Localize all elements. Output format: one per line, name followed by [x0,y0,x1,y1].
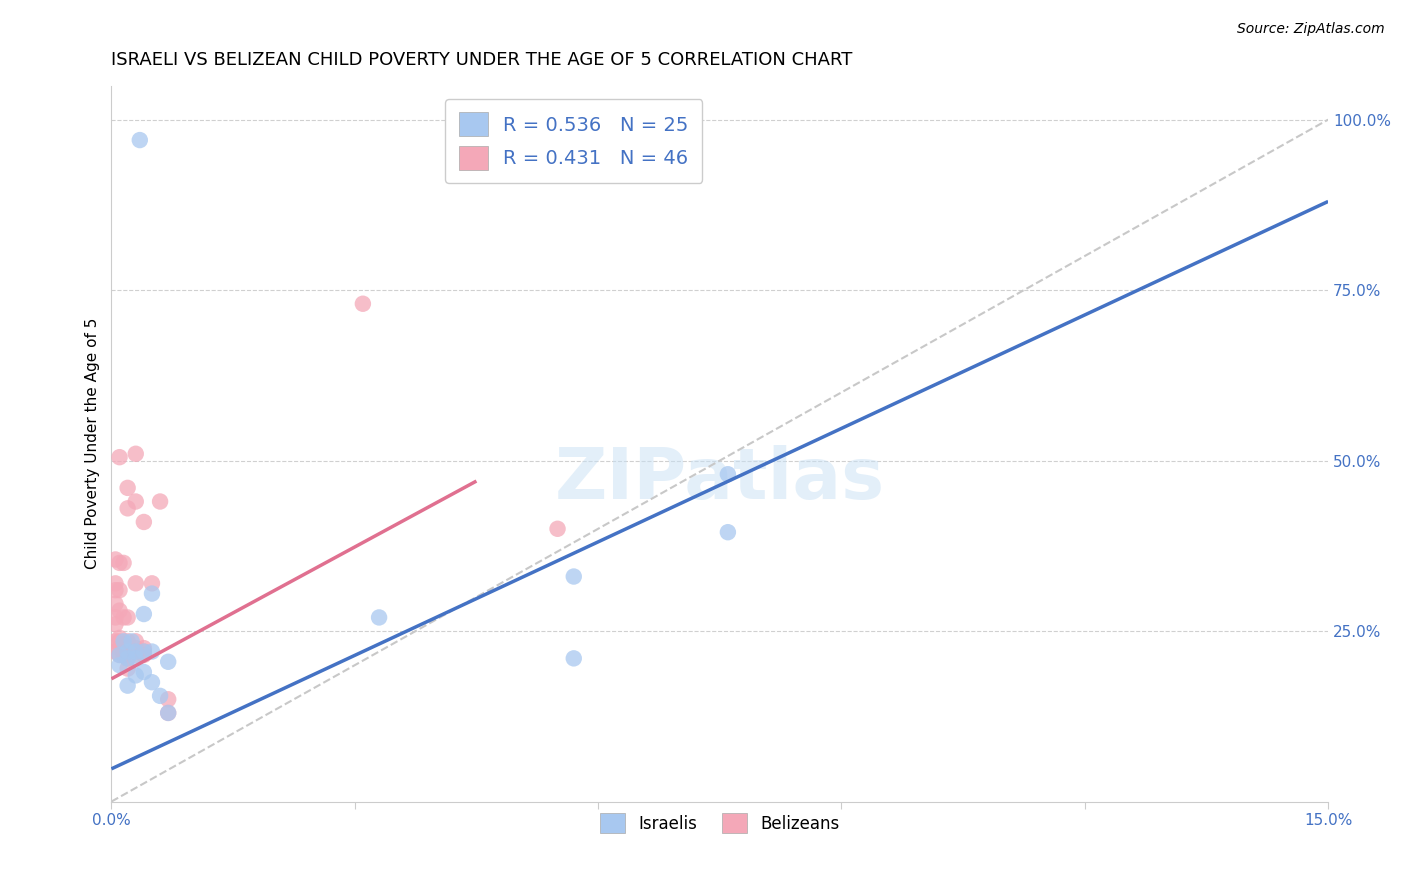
Point [108,658,131,673]
Point [125,644,148,658]
Text: ISRAELI VS BELIZEAN CHILD POVERTY UNDER THE AGE OF 5 CORRELATION CHART: ISRAELI VS BELIZEAN CHILD POVERTY UNDER … [111,51,853,69]
Point [125,576,148,591]
Point [132,641,155,656]
Point [125,634,148,648]
Point [157,655,180,669]
Point [562,569,585,583]
Point [117,634,139,648]
Point [117,481,139,495]
Point [157,692,180,706]
Point [149,494,172,508]
Point [141,576,163,591]
Point [149,689,172,703]
Point [717,525,740,540]
Point [117,610,139,624]
Point [112,648,135,662]
Point [112,556,135,570]
Point [112,610,135,624]
Point [132,644,155,658]
Point [141,675,163,690]
Point [125,447,148,461]
Point [117,662,139,676]
Point [125,494,148,508]
Point [104,634,127,648]
Point [125,644,148,658]
Point [157,706,180,720]
Point [121,634,143,648]
Point [108,641,131,656]
Point [125,651,148,665]
Point [112,634,135,648]
Point [117,644,139,658]
Point [108,634,131,648]
Point [104,583,127,598]
Point [132,644,155,658]
Point [108,648,131,662]
Point [108,631,131,645]
Point [104,552,127,566]
Point [141,586,163,600]
Point [108,556,131,570]
Point [125,641,148,656]
Point [368,610,391,624]
Point [128,133,150,147]
Point [117,651,139,665]
Point [112,641,135,656]
Point [132,515,155,529]
Point [104,576,127,591]
Point [125,668,148,682]
Point [141,644,163,658]
Point [108,450,131,465]
Text: Source: ZipAtlas.com: Source: ZipAtlas.com [1237,22,1385,37]
Point [104,617,127,632]
Y-axis label: Child Poverty Under the Age of 5: Child Poverty Under the Age of 5 [86,318,100,569]
Point [117,679,139,693]
Text: ZIPatlas: ZIPatlas [555,445,884,514]
Point [108,583,131,598]
Point [117,651,139,665]
Point [132,648,155,662]
Point [108,648,131,662]
Point [104,610,127,624]
Legend: Israelis, Belizeans: Israelis, Belizeans [591,803,849,843]
Point [117,501,139,516]
Point [104,597,127,611]
Point [132,665,155,679]
Point [547,522,569,536]
Point [157,706,180,720]
Point [562,651,585,665]
Point [717,467,740,482]
Point [112,638,135,652]
Point [125,648,148,662]
Point [108,604,131,618]
Point [352,297,374,311]
Point [117,644,139,658]
Point [112,644,135,658]
Point [104,644,127,658]
Point [132,607,155,621]
